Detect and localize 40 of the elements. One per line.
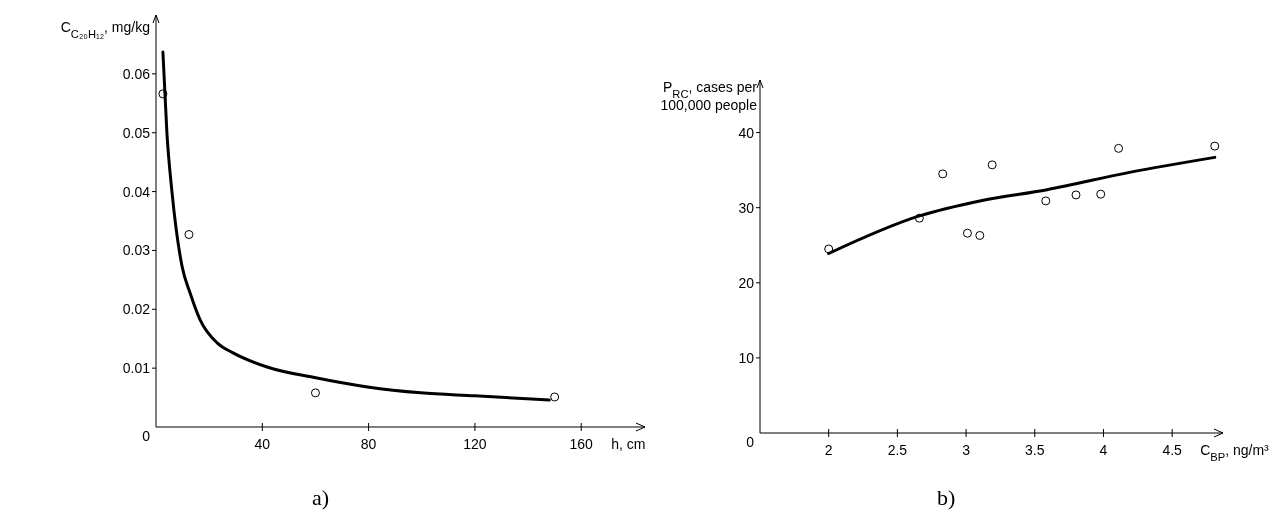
x-tick-label: 160: [569, 436, 594, 452]
y-tick-label: 0.01: [122, 360, 151, 377]
y-tick-label: 10: [738, 349, 755, 366]
point: [1096, 189, 1106, 199]
x-tick-label: 40: [254, 436, 271, 452]
point: [184, 230, 194, 240]
x-tick-label: 3.5: [1025, 442, 1045, 458]
x-tick-label: 2: [824, 442, 833, 458]
y-tick-label: 30: [738, 199, 755, 216]
x-tick-label: 80: [360, 436, 377, 452]
x-axis-title: C$_{BP}$, ng/m³: [1200, 442, 1270, 463]
y-axis-title: P$_{RC}$, cases per 100,000 people: [660, 79, 758, 113]
y-tick-label: 0.02: [122, 301, 151, 318]
x-tick-label: 4: [1099, 442, 1108, 458]
point: [1041, 196, 1051, 206]
point: [938, 169, 948, 179]
point: [1071, 190, 1081, 200]
x-tick-label: 3: [962, 442, 971, 458]
y-tick-label: 0.03: [122, 242, 151, 259]
y-tick-label: 40: [738, 124, 755, 141]
x-tick-label: 120: [463, 436, 487, 452]
y-tick-label: 0: [746, 434, 755, 450]
point: [987, 160, 997, 170]
x-axis-title: h, cm: [611, 436, 646, 452]
y-tick-label: 20: [738, 274, 755, 291]
x-tick-label: 4.5: [1162, 442, 1183, 458]
point: [1114, 143, 1124, 153]
text: a): [312, 485, 330, 510]
y-axis-title: C$_{C₂₀H₁₂}$, mg/kg: [60, 19, 150, 40]
text: b): [937, 485, 956, 510]
x-tick-label: 2.5: [887, 442, 908, 458]
point: [550, 392, 560, 402]
y-tick-label: 0.05: [122, 124, 151, 141]
y-tick-label: 0.04: [122, 183, 151, 200]
point: [962, 228, 972, 238]
point: [1210, 141, 1220, 151]
y-tick-label: 0: [142, 428, 151, 444]
y-tick-label: 0.06: [122, 65, 151, 82]
point: [975, 230, 985, 240]
point: [310, 388, 320, 398]
